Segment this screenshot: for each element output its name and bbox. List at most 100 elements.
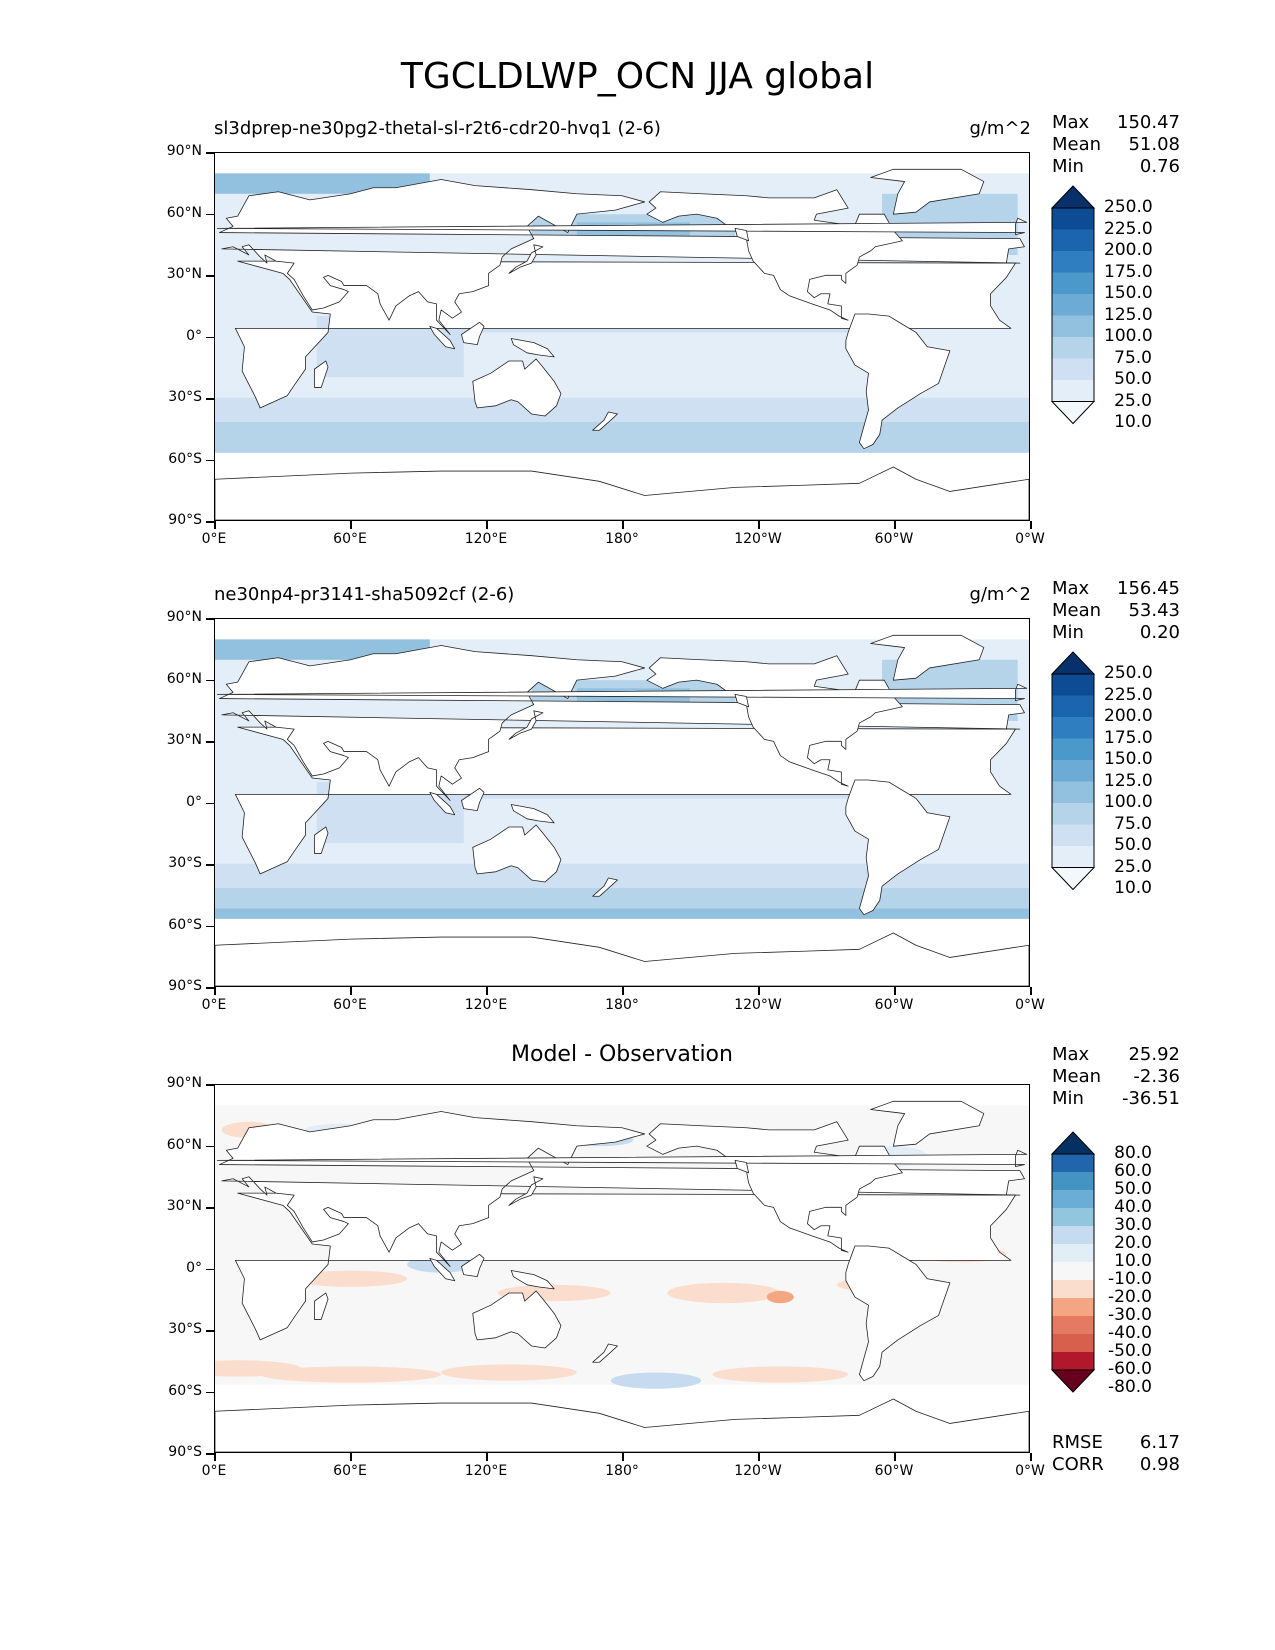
colorbar-tick-label: 10.0 [1114,878,1152,898]
difference-anomaly [766,1290,794,1304]
landmass [734,227,749,242]
x-tick-mark [486,987,488,995]
colorbar-tick-label: 75.0 [1114,813,1152,834]
landmass [734,693,749,708]
y-tick-mark [206,679,214,681]
y-tick-mark [206,398,214,400]
colorbar-segment [1052,1172,1094,1190]
landmass [219,1111,1025,1267]
landmass [734,1159,749,1174]
landmass [472,358,562,417]
coastlines [215,168,1029,520]
stat-max-value: 156.45 [1117,578,1180,599]
panel-title: Model - Observation [511,1042,733,1067]
map-plot-area [214,618,1030,987]
x-tick-mark [1030,521,1032,529]
colorbar-tick-label: 60.0 [1114,1161,1152,1181]
x-tick-mark [894,521,896,529]
landmass [870,168,985,215]
y-tick-mark [206,864,214,866]
colorbar-segment [1052,315,1094,337]
x-tick-label: 0°W [1015,531,1045,547]
y-tick-mark [206,1084,214,1086]
x-tick-mark [622,987,624,995]
stat-min-label: Min [1052,156,1084,177]
landmass [216,1149,1028,1167]
x-tick-label: 60°W [874,997,914,1013]
y-tick-label: 90°S [168,512,202,528]
stat-min-value: 0.76 [1139,156,1180,177]
stats-box: Max 156.45 Mean 53.43 Min 0.20 [1052,578,1180,644]
x-tick-mark [758,521,760,529]
landmass [429,791,456,816]
y-tick-mark [206,275,214,277]
x-tick-mark [1030,987,1032,995]
landmass [870,1100,985,1147]
colorbar-tick-label: 20.0 [1114,1233,1152,1253]
stat-min-value: 0.20 [1139,622,1180,643]
landmass [429,1257,456,1282]
colorbar-tick-label: 225.0 [1104,684,1153,705]
colorbar-tick-label: -80.0 [1108,1377,1152,1397]
southern-storm-track-band [215,422,1029,453]
landmass [592,877,618,897]
stat-max-label: Max [1052,1044,1090,1065]
x-tick-mark [622,1453,624,1461]
colorbar-segment [1052,208,1094,230]
panel-units: g/m^2 [969,118,1031,139]
y-tick-mark [206,1391,214,1393]
y-tick-label: 90°N [166,143,202,159]
colorbar [1050,651,1096,894]
x-tick-label: 60°W [874,1463,914,1479]
panel-title: sl3dprep-ne30pg2-thetal-sl-r2t6-cdr20-hv… [214,118,661,139]
colorbar-segment [1052,781,1094,803]
landmass [314,826,329,854]
colorbar-segment [1052,380,1094,402]
colorbar-tick-label: 250.0 [1104,663,1153,683]
x-tick-mark [622,521,624,529]
colorbar-extend-max [1050,1131,1096,1155]
colorbar-tick-label: 10.0 [1114,412,1152,432]
x-tick-mark [350,1453,352,1461]
landmass [461,321,485,346]
x-tick-label: 180° [605,1463,639,1479]
landmass [219,645,1025,801]
colorbar-segment [1052,1316,1094,1334]
stat-mean-value: -2.36 [1133,1066,1180,1087]
landmass [870,634,985,681]
y-tick-mark [206,1453,214,1455]
y-tick-label: 90°N [166,609,202,625]
coastlines [215,634,1029,986]
difference-anomaly [712,1366,849,1383]
landmass [508,1176,544,1206]
y-tick-label: 60°S [168,1382,202,1399]
landmass [845,313,951,450]
colorbar-tick-label: -10.0 [1108,1269,1152,1289]
y-tick-mark [206,1268,214,1270]
stat-max-value: 25.92 [1128,1044,1180,1065]
colorbar-segment [1052,1154,1094,1172]
y-tick-label: 30°S [168,1321,202,1337]
colorbar-segment [1052,738,1094,760]
landmass [215,932,1029,986]
stat-max-label: Max [1052,112,1090,133]
colorbar [1050,185,1096,428]
colorbar-segment [1052,1244,1094,1262]
x-tick-mark [1030,1453,1032,1461]
colorbar [1050,1131,1096,1396]
x-tick-label: 0°W [1015,1463,1045,1479]
y-tick-label: 30°S [168,389,202,405]
y-tick-label: 0° [186,793,202,810]
landmass [510,338,555,358]
colorbar-segment [1052,674,1094,696]
y-tick-mark [206,925,214,927]
colorbar-tick-label: 100.0 [1104,792,1153,812]
colorbar-tick-label: 40.0 [1114,1197,1152,1217]
y-tick-mark [206,1330,214,1332]
y-tick-mark [206,741,214,743]
y-tick-mark [206,802,214,804]
colorbar-segment [1052,803,1094,825]
colorbar-tick-label: 125.0 [1104,304,1153,325]
x-tick-mark [486,521,488,529]
map-plot-area [214,152,1030,521]
